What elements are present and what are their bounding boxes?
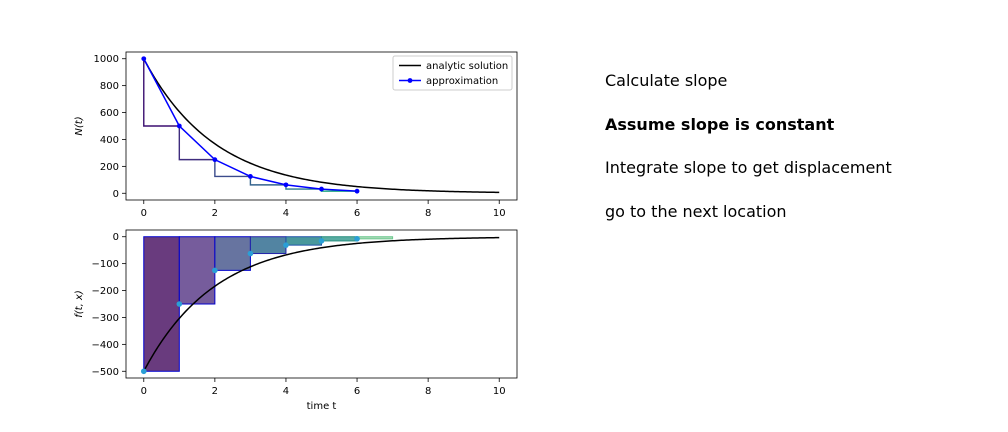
x-tick-label: 6: [354, 386, 360, 397]
approximation-point: [354, 188, 360, 194]
y-tick-label: −300: [92, 313, 119, 324]
y-tick-label: −400: [92, 340, 119, 351]
legend: analytic solution approximation: [392, 55, 513, 91]
slope-bar: [285, 236, 323, 246]
slope-bar: [249, 236, 287, 255]
x-tick-label: 6: [354, 208, 360, 219]
slope-point: [212, 267, 218, 274]
slope-point: [283, 242, 289, 248]
slope-bar: [356, 236, 394, 240]
algorithm-steps: Calculate slope Assume slope is constant…: [605, 70, 995, 244]
x-tick-label: 4: [283, 386, 289, 397]
y-tick-label: −500: [92, 367, 119, 378]
approximation-point: [283, 182, 289, 188]
step-calculate-slope: Calculate slope: [605, 71, 728, 90]
y-tick-label: 200: [100, 162, 119, 173]
y-axis-label: f(t, x): [74, 290, 85, 318]
slope-curve: [143, 236, 500, 372]
x-tick-label: 4: [283, 208, 289, 219]
axes-frame: [125, 229, 518, 379]
step-segment: [249, 176, 286, 186]
legend-approx-marker: [407, 78, 413, 83]
top-plot-n-of-t: 0 2 4 6 8 10 0 200 400 600 800 1000 N(t) analytic sol…: [74, 51, 518, 219]
y-tick-label: 0: [113, 189, 119, 200]
step-assume-constant: Assume slope is constant: [605, 114, 835, 134]
approximation-point: [319, 186, 324, 192]
y-tick-label: 400: [100, 135, 119, 146]
slope-bar: [178, 236, 216, 305]
y-tick-label: 0: [113, 232, 119, 243]
step-integrate-slope: Integrate slope to get displacement: [605, 158, 892, 177]
y-tick-label: −200: [92, 286, 119, 297]
legend-approx-label: approximation: [426, 76, 498, 87]
legend-analytic-label: analytic solution: [426, 61, 508, 72]
step-segment: [214, 159, 251, 178]
y-tick-label: 600: [100, 108, 119, 119]
y-tick-label: −100: [92, 259, 119, 270]
y-axis-label: N(t): [74, 116, 85, 135]
approximation-point: [248, 174, 253, 179]
y-tick-label: 1000: [94, 54, 119, 65]
x-tick-label: 2: [212, 208, 218, 219]
approximation-point: [176, 123, 182, 129]
x-tick-label: 8: [425, 386, 431, 397]
x-tick-label: 0: [141, 208, 147, 219]
x-tick-label: 8: [425, 208, 431, 219]
slope-point: [140, 368, 147, 375]
x-tick-label: 0: [141, 386, 147, 397]
axes-frame: [125, 51, 518, 201]
bottom-plot-slope-f: 0 2 4 6 8 10 0 −100 −200 −300 −400 −500 f(t, x) time …: [74, 229, 518, 412]
slope-bar: [321, 236, 358, 242]
approximation-point: [212, 157, 218, 163]
analytic-solution-curve: [143, 58, 500, 194]
x-tick-label: 2: [212, 386, 218, 397]
slope-point: [354, 236, 360, 242]
slope-bar: [214, 236, 251, 271]
slope-bar: [143, 236, 180, 372]
y-tick-label: 800: [100, 81, 119, 92]
approximation-point: [141, 56, 147, 62]
slope-point: [318, 238, 325, 244]
step-next-location: go to the next location: [605, 201, 787, 221]
step-segment: [143, 58, 180, 127]
x-axis-label: time t: [307, 401, 337, 412]
step-segment: [178, 126, 215, 161]
slope-point: [247, 250, 254, 257]
approximation-line: [143, 58, 358, 192]
x-tick-label: 10: [493, 208, 506, 219]
legend-box: [392, 55, 513, 91]
x-tick-label: 10: [493, 386, 506, 397]
slope-point: [176, 301, 183, 307]
